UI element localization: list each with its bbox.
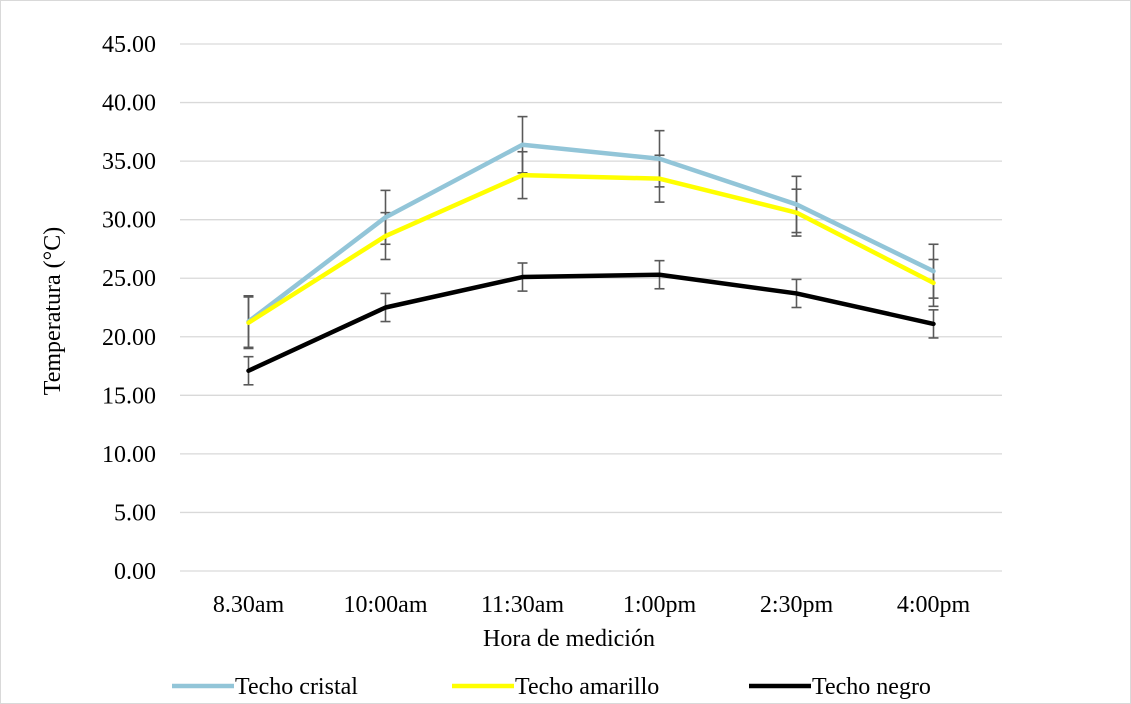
x-axis-title: Hora de medición: [483, 626, 655, 652]
x-tick-label: 8.30am: [213, 592, 285, 618]
error-bars: [243, 115, 939, 386]
y-tick-labels: 0.00 5.00 10.00 15.00 20.00 25.00 30.00 35.00 40…: [102, 32, 156, 585]
y-tick-label: 30.00: [102, 208, 156, 234]
series-line-2: [246, 172, 936, 325]
y-tick-label: 45.00: [102, 32, 156, 58]
y-tick-label: 15.00: [102, 383, 156, 409]
y-tick-label: 25.00: [102, 266, 156, 292]
legend-label: Techo negro: [812, 674, 931, 700]
gridlines: [180, 43, 1002, 572]
legend-item: Techo cristal: [172, 674, 358, 700]
y-tick-label: 0.00: [114, 559, 156, 585]
series-lines: [246, 142, 936, 373]
y-tick-label: 40.00: [102, 91, 156, 117]
x-tick-labels: 8.30am 10:00am 11:30am 1:00pm 2:30pm 4:00pm: [213, 592, 971, 618]
series-line-3: [246, 272, 936, 373]
x-tick-label: 10:00am: [344, 592, 428, 618]
legend: Techo cristal Techo amarillo Techo negro: [172, 674, 931, 700]
x-tick-label: 2:30pm: [760, 592, 834, 618]
y-axis-title: Temperatura (°C): [40, 227, 66, 396]
legend-label: Techo cristal: [235, 674, 358, 700]
legend-item: Techo negro: [749, 674, 931, 700]
x-tick-label: 1:00pm: [623, 592, 697, 618]
y-tick-label: 20.00: [102, 325, 156, 351]
x-tick-label: 4:00pm: [897, 592, 971, 618]
y-tick-label: 5.00: [114, 500, 156, 526]
y-tick-label: 35.00: [102, 149, 156, 175]
legend-item: Techo amarillo: [452, 674, 659, 700]
y-tick-label: 10.00: [102, 442, 156, 468]
series-line-1: [246, 142, 936, 324]
x-tick-label: 11:30am: [481, 592, 564, 618]
legend-label: Techo amarillo: [515, 674, 659, 700]
